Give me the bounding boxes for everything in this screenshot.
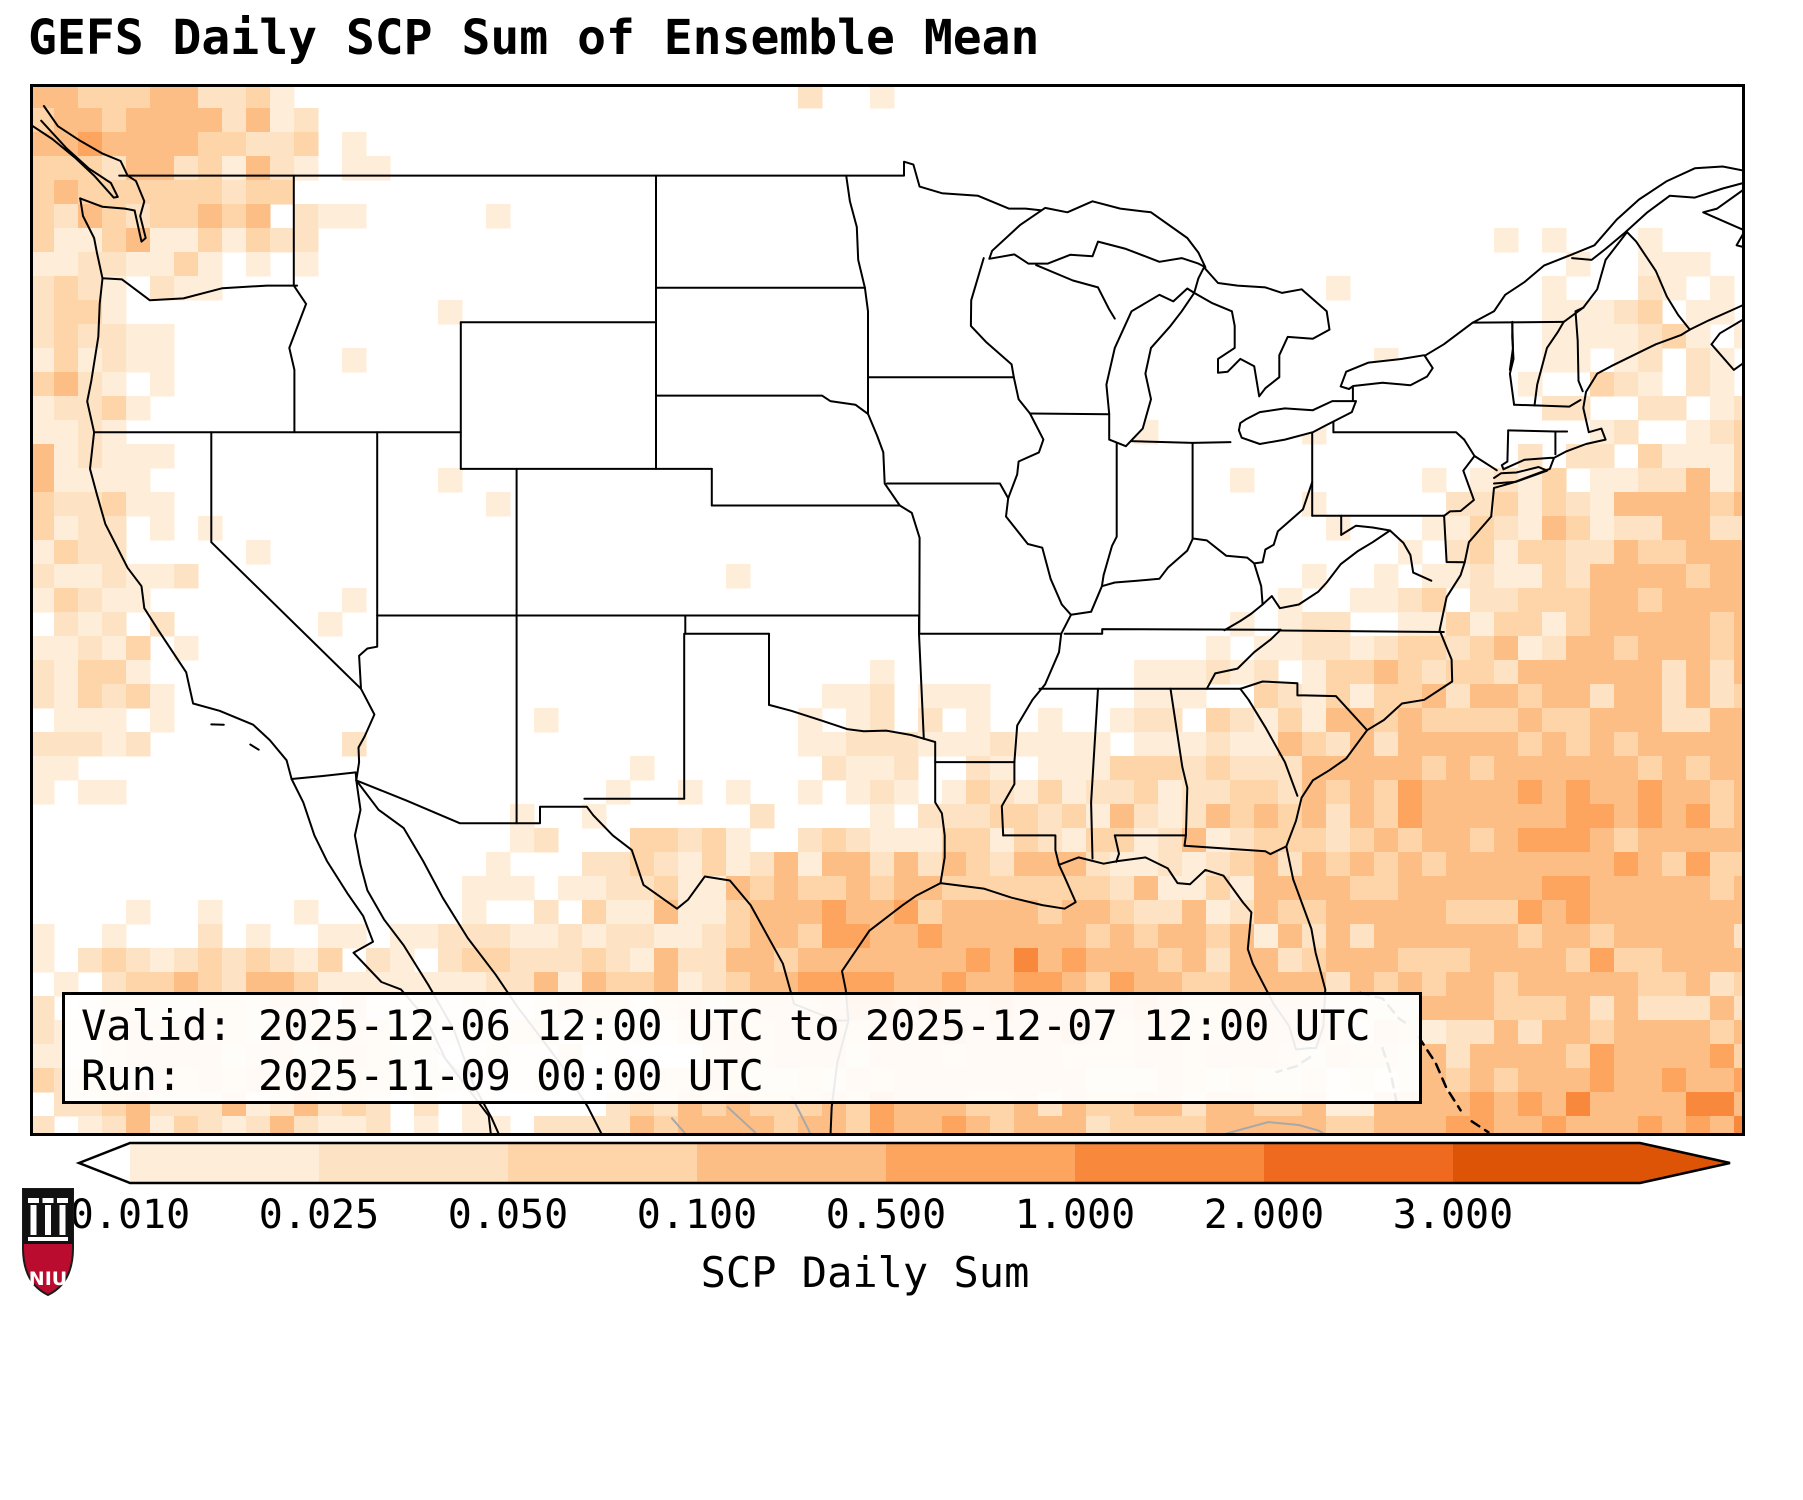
valid-run-box: Valid: 2025-12-06 12:00 UTC to 2025-12-0… bbox=[62, 992, 1422, 1104]
colorbar-tick-label: 0.050 bbox=[447, 1192, 569, 1238]
colorbar-tick-label: 2.000 bbox=[1203, 1192, 1325, 1238]
forecast-map bbox=[30, 84, 1745, 1136]
run-time-text: Run: 2025-11-09 00:00 UTC bbox=[81, 1051, 764, 1100]
valid-time-text: Valid: 2025-12-06 12:00 UTC to 2025-12-0… bbox=[81, 1001, 1371, 1050]
colorbar-tick-label: 0.010 bbox=[69, 1192, 191, 1238]
colorbar bbox=[75, 1141, 1731, 1185]
page-title: GEFS Daily SCP Sum of Ensemble Mean bbox=[28, 10, 1040, 66]
logo-text: NIU bbox=[29, 1268, 67, 1290]
logo-castle-icon bbox=[28, 1198, 68, 1241]
colorbar-tick-row: 0.010 0.025 0.050 0.100 0.500 1.000 2.000 3.000 bbox=[70, 1192, 1737, 1242]
colorbar-label: SCP Daily Sum bbox=[700, 1248, 1030, 1297]
colorbar-tick-label: 0.100 bbox=[636, 1192, 758, 1238]
colorbar-tick-label: 0.025 bbox=[258, 1192, 380, 1238]
colorbar-tick-label: 1.000 bbox=[1014, 1192, 1136, 1238]
colorbar-tick-label: 0.500 bbox=[825, 1192, 947, 1238]
colorbar-tick-label: 3.000 bbox=[1392, 1192, 1514, 1238]
niu-logo: NIU bbox=[22, 1188, 74, 1297]
